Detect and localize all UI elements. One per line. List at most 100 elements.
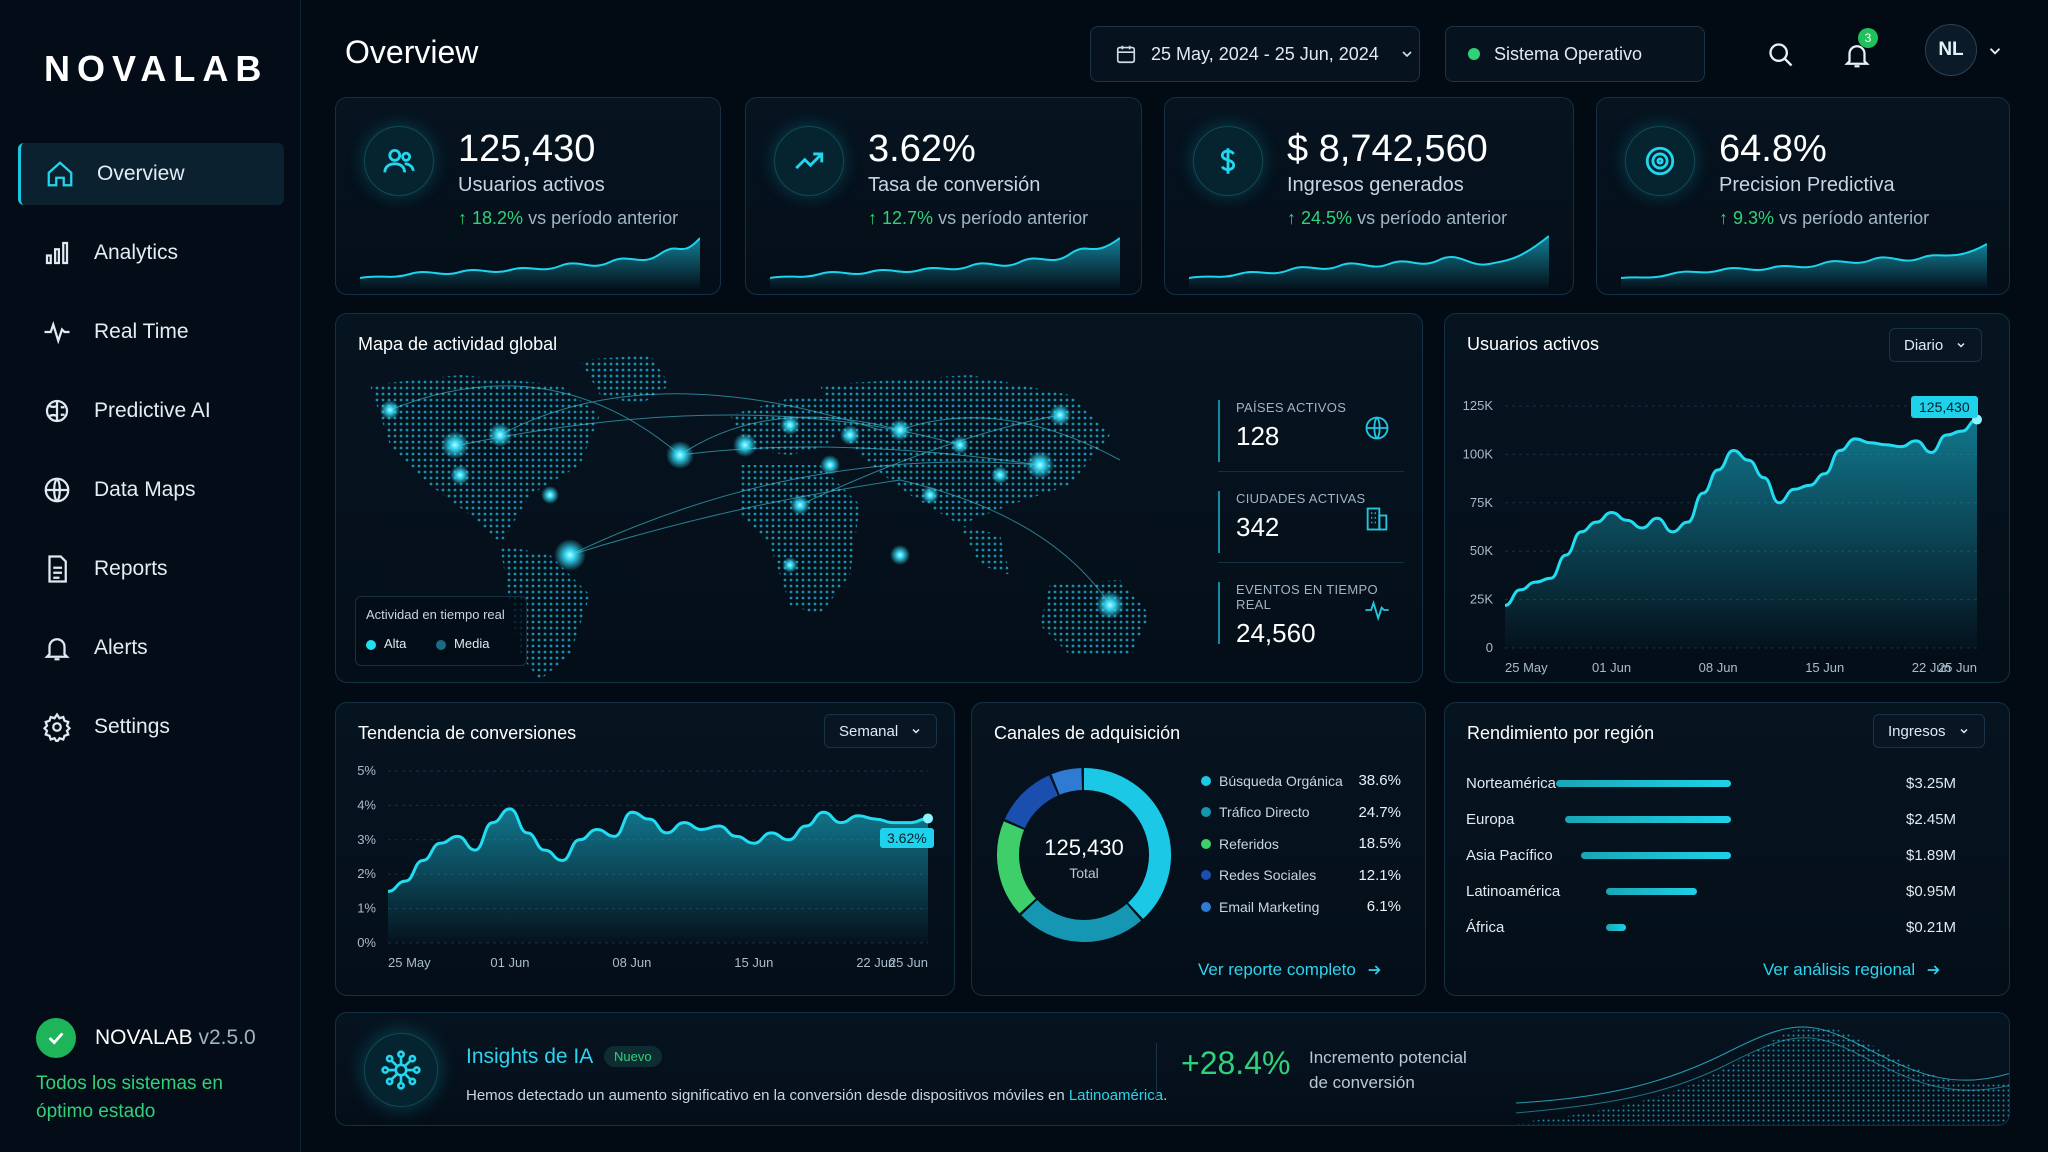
check-circle-icon: [36, 1018, 76, 1058]
metric-select[interactable]: Ingresos: [1873, 714, 1985, 748]
region-row[interactable]: África $0.21M: [1466, 912, 1956, 942]
full-report-link[interactable]: Ver reporte completo: [1198, 960, 1382, 980]
donut-slice[interactable]: [1051, 768, 1083, 795]
version-name: NOVALAB: [95, 1026, 193, 1049]
sidebar-nav: Overview Analytics Real Time Predictive …: [18, 143, 284, 775]
sidebar-item-data-maps[interactable]: Data Maps: [18, 459, 284, 521]
sidebar-item-label: Overview: [97, 162, 185, 185]
donut-center: 125,430 Total: [994, 835, 1174, 881]
sidebar-item-alerts[interactable]: Alerts: [18, 617, 284, 679]
app-logo: NOVALAB: [44, 48, 269, 89]
chevron-down-icon: [1960, 728, 1968, 734]
sidebar: NOVALAB Overview Analytics Real Time Pre…: [0, 0, 301, 1152]
map-title: Mapa de actividad global: [358, 334, 558, 354]
period-select[interactable]: Diario: [1889, 328, 1983, 362]
legend-item[interactable]: Referidos 18.5%: [1201, 828, 1401, 860]
x-tick-label: 25 May: [388, 955, 431, 970]
chart-tooltip: 125,430: [1911, 395, 1978, 418]
stat-divider: [1218, 471, 1404, 472]
insights-text: Hemos detectado un aumento significativo…: [466, 1087, 1167, 1104]
sidebar-item-analytics[interactable]: Analytics: [18, 222, 284, 284]
pulse-icon: [1365, 599, 1389, 622]
legend-dot: [1201, 870, 1211, 881]
date-range-picker[interactable]: 25 May, 2024 - 25 Jun, 2024: [1090, 26, 1420, 82]
legend-high: Alta: [384, 636, 407, 651]
legend-value: 6.1%: [1366, 898, 1401, 916]
stat-countries: PAÍSES ACTIVOS 128: [1218, 400, 1389, 462]
sidebar-item-reports[interactable]: Reports: [18, 538, 284, 600]
sidebar-item-label: Predictive AI: [94, 399, 211, 422]
region-name: Europa: [1466, 810, 1515, 828]
stat-value: 128: [1236, 421, 1280, 451]
insights-body: Hemos detectado un aumento significativo…: [466, 1087, 1069, 1104]
regional-analysis-link[interactable]: Ver análisis regional: [1763, 960, 1941, 980]
y-tick-label: 4%: [357, 797, 376, 812]
region-name: África: [1466, 918, 1505, 936]
chevron-down-icon: [1402, 51, 1412, 58]
map-legend: Actividad en tiempo real Alta Media: [355, 596, 527, 666]
kpi-delta-text: vs período anterior: [1779, 208, 1930, 228]
sparkline: [360, 237, 700, 290]
avatar[interactable]: NL: [1925, 24, 1977, 76]
x-tick-label: 15 Jun: [734, 955, 773, 970]
gear-icon: [42, 712, 72, 742]
chart-tooltip: 3.62%: [880, 828, 934, 849]
world-map[interactable]: [350, 355, 1200, 680]
sidebar-item-real-time[interactable]: Real Time: [18, 301, 284, 363]
sidebar-item-label: Settings: [94, 715, 170, 738]
date-range-text: 25 May, 2024 - 25 Jun, 2024: [1151, 43, 1379, 64]
period-select[interactable]: Semanal: [824, 714, 938, 748]
stat-label: EVENTOS EN TIEMPO REAL: [1236, 582, 1378, 612]
region-row[interactable]: Asia Pacífico $1.89M: [1466, 840, 1956, 870]
sidebar-item-predictive-ai[interactable]: Predictive AI: [18, 380, 284, 442]
x-tick-label: 22 Jun: [1912, 660, 1951, 675]
kpi-value: 3.62%: [868, 128, 976, 170]
kpi-delta: ↑ 9.3% vs período anterior: [1719, 208, 1930, 228]
legend-label: Búsqueda Orgánica: [1219, 772, 1343, 789]
donut-slice[interactable]: [1021, 899, 1142, 942]
active-users-chart: 0 25K 50K 75K 100K 125K 25 May 01 Jun 08 Jun 15 J…: [1463, 398, 1982, 675]
y-tick-label: 3%: [357, 832, 376, 847]
sparkline: [1189, 235, 1549, 290]
notifications-button[interactable]: 3: [1832, 28, 1882, 80]
stat-label: PAÍSES ACTIVOS: [1236, 400, 1347, 415]
region-bar: [1556, 779, 1731, 787]
sidebar-item-label: Alerts: [94, 636, 148, 659]
sparkline: [770, 237, 1120, 290]
kpi-delta-value: 12.7%: [882, 208, 934, 228]
legend-medium: Media: [454, 636, 490, 651]
region-name: Norteamérica: [1466, 774, 1557, 792]
region-value: $2.45M: [1906, 810, 1957, 828]
sidebar-item-label: Reports: [94, 557, 168, 580]
system-status-label: Sistema Operativo: [1494, 43, 1643, 64]
sidebar-item-overview[interactable]: Overview: [18, 143, 284, 205]
donut-slice[interactable]: [1004, 775, 1059, 829]
donut-slice[interactable]: [1083, 768, 1171, 919]
insights-highlight[interactable]: Latinoamérica: [1068, 1087, 1164, 1104]
conversion-title: Tendencia de conversiones: [358, 723, 577, 743]
region-title: Rendimiento por región: [1467, 723, 1655, 743]
region-row[interactable]: Europa $2.45M: [1466, 804, 1956, 834]
region-row[interactable]: Latinoamérica $0.95M: [1466, 876, 1956, 906]
active-users-card: Usuarios activos Diario 0 25K 50K 75K 100K 12…: [1444, 313, 2010, 683]
region-row[interactable]: Norteamérica $3.25M: [1466, 768, 1956, 798]
conversion-trend-card: Tendencia de conversiones Semanal 0% 1% 2%…: [335, 702, 955, 996]
search-button[interactable]: [1756, 30, 1806, 80]
donut-slice[interactable]: [997, 821, 1037, 914]
metric-select-value: Ingresos: [1888, 722, 1946, 740]
data-point[interactable]: [923, 813, 933, 824]
kpi-value: 64.8%: [1719, 128, 1827, 170]
sidebar-item-settings[interactable]: Settings: [18, 696, 284, 758]
legend-item[interactable]: Búsqueda Orgánica 38.6%: [1201, 765, 1401, 797]
legend-item[interactable]: Tráfico Directo 24.7%: [1201, 797, 1401, 829]
kpi-card-conversion: 3.62% Tasa de conversión ↑ 12.7% vs perí…: [745, 97, 1142, 295]
y-tick-label: 75K: [1470, 495, 1493, 510]
insights-end: .: [1163, 1087, 1168, 1104]
x-tick-label: 25 May: [1505, 660, 1548, 675]
legend-item[interactable]: Email Marketing 6.1%: [1201, 891, 1401, 923]
legend-item[interactable]: Redes Sociales 12.1%: [1201, 860, 1401, 892]
map-legend-title: Actividad en tiempo real: [366, 607, 505, 622]
donut-total-value: 125,430: [1044, 835, 1124, 860]
home-icon: [47, 161, 73, 187]
chevron-down-icon[interactable]: [1986, 42, 2004, 60]
